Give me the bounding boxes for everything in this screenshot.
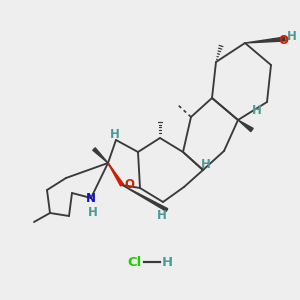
Text: H: H [157,209,167,222]
Polygon shape [108,163,124,186]
Text: H: H [252,103,262,116]
Text: H: H [88,206,98,220]
Text: N: N [86,191,96,205]
Polygon shape [122,185,168,211]
Polygon shape [93,148,108,163]
Text: Cl: Cl [128,256,142,268]
Text: H: H [162,256,173,268]
Text: O: O [124,178,134,191]
Text: H: H [110,128,120,142]
Text: O: O [278,34,288,46]
Polygon shape [238,120,253,132]
Text: H: H [201,158,211,172]
Polygon shape [245,37,285,43]
Text: H: H [287,29,297,43]
